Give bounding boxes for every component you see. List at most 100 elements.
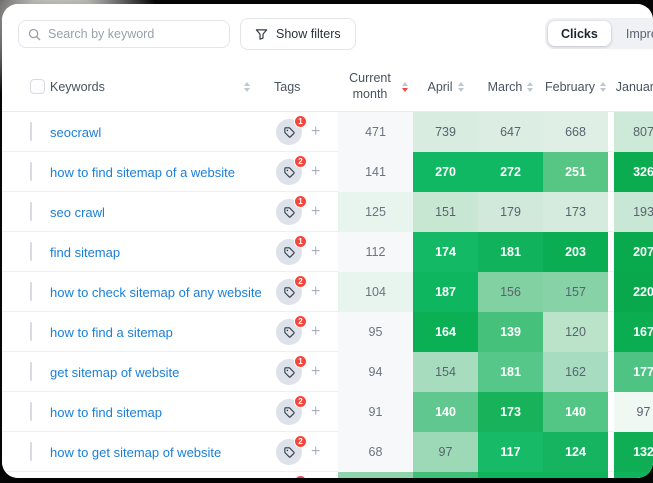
heatmap-cell: 167 [614, 312, 653, 352]
keyword-link[interactable]: how to check sitemap of any website [50, 284, 262, 300]
keyword-link[interactable]: how to find sitemap of a website [50, 164, 235, 180]
keyword-link[interactable]: how to get sitemap of website [50, 444, 222, 460]
tag-group: 2 + [264, 155, 338, 185]
tag-count-badge: 1 [294, 195, 307, 208]
tag-group: 2 + [264, 395, 338, 425]
tag-icon [283, 206, 295, 218]
add-tag-button[interactable]: + [311, 283, 321, 300]
tag-button[interactable]: 2 [276, 315, 307, 345]
tag-count-badge: 2 [294, 315, 307, 328]
row-checkbox-cell [18, 402, 50, 421]
row-checkbox[interactable] [30, 242, 32, 261]
add-tag-button[interactable]: + [311, 363, 321, 380]
sort-icon-keywords[interactable] [244, 81, 250, 92]
tag-count-badge: 2 [294, 395, 307, 408]
column-header-january[interactable]: January [614, 67, 653, 107]
keyword-link[interactable]: find sitemap [50, 244, 121, 260]
sort-icon-february[interactable] [600, 81, 607, 92]
tag-group: 1 + [264, 195, 338, 225]
row-checkbox[interactable] [30, 162, 32, 181]
row-checkbox[interactable] [30, 442, 32, 461]
heatmap-cell: 174 [413, 232, 478, 272]
heatmap-cell: 151 [413, 192, 478, 232]
keyword-link[interactable]: get sitemap of website [50, 364, 180, 380]
heatmap-cell: 739 [413, 112, 478, 152]
heatmap-cell: 164 [413, 312, 478, 352]
keyword-link[interactable]: seocrawl [50, 124, 102, 140]
metric-toggle: Clicks Impressions [545, 18, 653, 49]
tag-icon [283, 246, 295, 258]
tab-impressions[interactable]: Impressions [613, 21, 653, 46]
row-checkbox-cell [18, 242, 50, 261]
tag-icon [283, 406, 295, 418]
row-checkbox-cell [18, 442, 50, 461]
heatmap-cell: 193 [614, 192, 653, 232]
tag-count-badge: 2 [294, 275, 307, 288]
show-filters-button[interactable]: Show filters [240, 18, 356, 50]
table-row: get sitemap of website 1 +94 154 181 162 177 [2, 352, 653, 392]
add-tag-button[interactable]: + [311, 403, 321, 420]
table-row: find sitemap 1 +112 174 181 203 207 [2, 232, 653, 272]
tag-button[interactable]: 1 [276, 115, 307, 145]
add-tag-button[interactable]: + [311, 323, 321, 340]
table-body: seocrawl 1 +471 739 647 668 807 how to find sit… [2, 112, 653, 478]
sort-icon-april[interactable] [457, 81, 464, 92]
keyword-link[interactable]: seo crawl [50, 204, 105, 220]
tag-button[interactable]: 2 [276, 395, 307, 425]
heatmap-cell: 187 [413, 272, 478, 312]
row-checkbox[interactable] [30, 202, 32, 221]
row-checkbox[interactable] [30, 402, 32, 421]
heatmap-cell: 668 [543, 112, 608, 152]
row-checkbox[interactable] [30, 322, 32, 341]
select-all-checkbox[interactable] [30, 79, 45, 94]
tag-icon [283, 286, 295, 298]
tag-icon [283, 166, 295, 178]
tag-group: 2 + [264, 315, 338, 345]
search-input-wrapper[interactable] [18, 20, 230, 48]
add-tag-button[interactable]: + [311, 163, 321, 180]
current-month-cell: 95 [338, 312, 413, 352]
column-header-keywords[interactable]: Keywords [50, 80, 264, 94]
row-checkbox-cell [18, 322, 50, 341]
row-checkbox-cell [18, 282, 50, 301]
tag-count-badge: 2 [294, 435, 307, 448]
table-row: how to find sitemap 2 +91 140 173 140 97 [2, 392, 653, 432]
table-row: seocrawl 1 +471 739 647 668 807 [2, 112, 653, 152]
tag-button[interactable]: 1 [276, 195, 307, 225]
sort-icon-march[interactable] [527, 81, 534, 92]
row-checkbox[interactable] [30, 122, 32, 141]
sort-icon-current-month-active[interactable] [402, 81, 408, 92]
heatmap-cell: 181 [478, 352, 543, 392]
tag-button[interactable]: 1 [276, 235, 307, 265]
tag-button[interactable]: 2 [276, 155, 307, 185]
current-month-cell: 68 [338, 432, 413, 472]
app-window: Show filters Clicks Impressions Keywords… [2, 4, 653, 478]
tag-group: 1 + [264, 115, 338, 145]
heatmap-cell: 807 [614, 112, 653, 152]
column-header-april[interactable]: April [413, 80, 478, 94]
keyword-link[interactable]: how to find sitemap [50, 404, 163, 420]
row-checkbox[interactable] [30, 282, 32, 301]
tag-button[interactable]: 2 [276, 275, 307, 305]
add-tag-button[interactable]: + [311, 243, 321, 260]
tag-button[interactable]: 2 [276, 435, 307, 465]
column-header-march[interactable]: March [478, 80, 543, 94]
column-header-current-month[interactable]: Current month [338, 71, 413, 102]
current-month-cell: 94 [338, 352, 413, 392]
april-header-label: April [427, 79, 453, 94]
keyword-link[interactable]: how to find a sitemap [50, 324, 173, 340]
row-checkbox[interactable] [30, 362, 32, 381]
header-checkbox-cell [18, 79, 50, 94]
heatmap-cell: 203 [543, 232, 608, 272]
february-header-label: February [544, 79, 596, 94]
tab-clicks[interactable]: Clicks [548, 21, 611, 46]
column-header-february[interactable]: February [543, 80, 608, 94]
search-input[interactable] [48, 27, 220, 41]
tag-button[interactable]: 1 [276, 355, 307, 385]
add-tag-button[interactable]: + [311, 443, 321, 460]
heatmap-cell [543, 472, 608, 478]
add-tag-button[interactable]: + [311, 123, 321, 140]
tags-header-label: Tags [274, 79, 301, 94]
add-tag-button[interactable]: + [311, 203, 321, 220]
